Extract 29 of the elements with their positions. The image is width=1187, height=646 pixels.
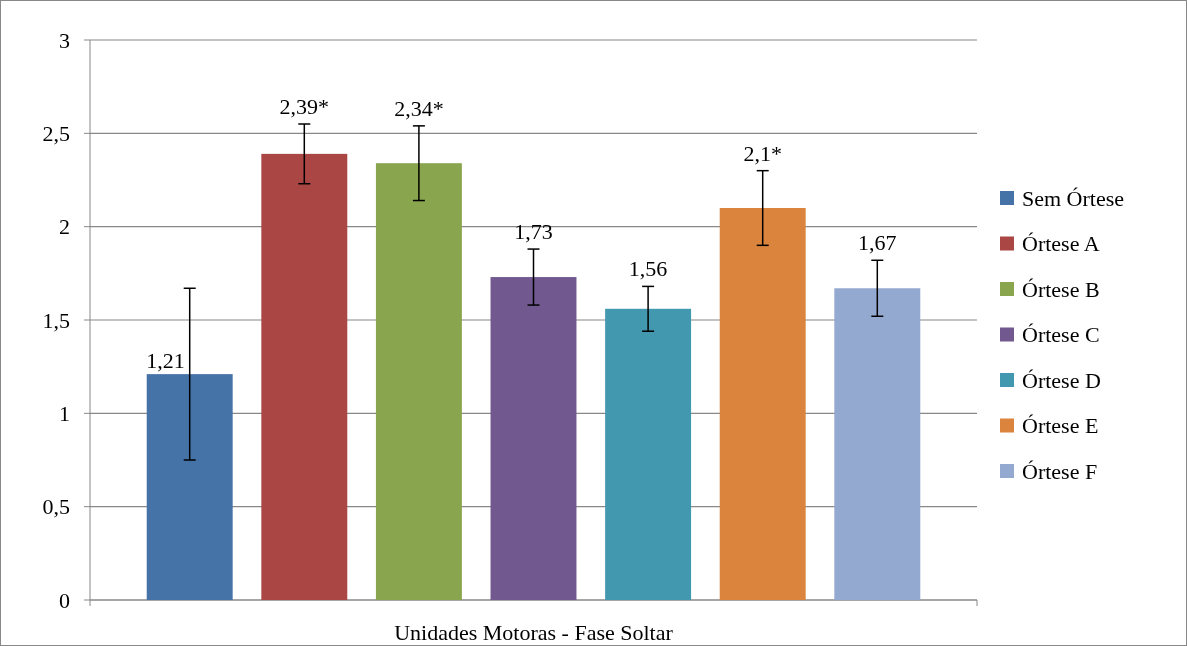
bar	[375, 163, 462, 600]
y-tick-label: 2	[59, 214, 70, 240]
bar	[605, 308, 692, 600]
y-tick-label: 0,5	[42, 494, 70, 520]
bar	[146, 374, 233, 600]
legend-label: Órtese E	[1022, 413, 1099, 439]
bar	[261, 153, 348, 600]
data-label: 2,34*	[394, 95, 444, 121]
legend-label: Órtese B	[1022, 276, 1100, 302]
data-label: 1,21	[146, 348, 185, 374]
data-label: 2,1*	[743, 140, 782, 166]
data-label: 1,56	[628, 256, 668, 282]
legend-label: Órtese A	[1022, 231, 1100, 257]
legend-label: Órtese C	[1022, 322, 1100, 348]
legend-label: Sem Órtese	[1022, 185, 1125, 211]
bar	[719, 208, 806, 600]
y-tick-label: 2,5	[42, 121, 70, 147]
y-tick-label: 3	[59, 27, 70, 53]
bar	[490, 277, 577, 600]
data-label: 2,39*	[279, 94, 330, 119]
y-tick-label: 1,5	[42, 307, 70, 333]
data-label: 1,73	[514, 219, 553, 245]
y-tick-label: 0	[59, 587, 70, 613]
legend-label: Órtese D	[1022, 367, 1101, 393]
legend-label: Órtese F	[1022, 458, 1098, 484]
bar	[834, 288, 921, 600]
y-tick-label: 1	[59, 401, 70, 427]
data-label: 1,67	[858, 230, 897, 256]
x-tick-label: Unidades Motoras - Fase Soltar	[394, 620, 674, 645]
